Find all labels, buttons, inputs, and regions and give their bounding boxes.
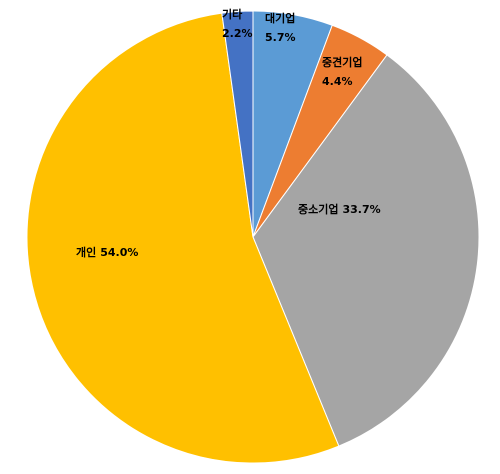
slice-label: 기타 2.2% [222,7,253,40]
pie-slice [221,10,254,238]
category-label: 개인 [76,245,96,259]
category-label: 중견기업 [322,55,362,69]
slice-label: 중견기업 4.4% [322,55,362,88]
value-label: 54.0% [100,246,138,259]
slice-label: 중소기업 33.7% [298,202,381,216]
pie-slice [26,12,340,464]
value-label: 5.7% [265,31,296,44]
category-label: 기타 [222,7,243,21]
pie-slice [252,54,480,447]
slice-label: 대기업 5.7% [265,11,296,44]
value-label: 4.4% [322,75,353,88]
value-label: 33.7% [342,203,380,216]
category-label: 대기업 [265,11,295,25]
value-label: 2.2% [222,27,253,40]
slice-label: 개인 54.0% [76,245,138,259]
category-label: 중소기업 [298,202,338,216]
